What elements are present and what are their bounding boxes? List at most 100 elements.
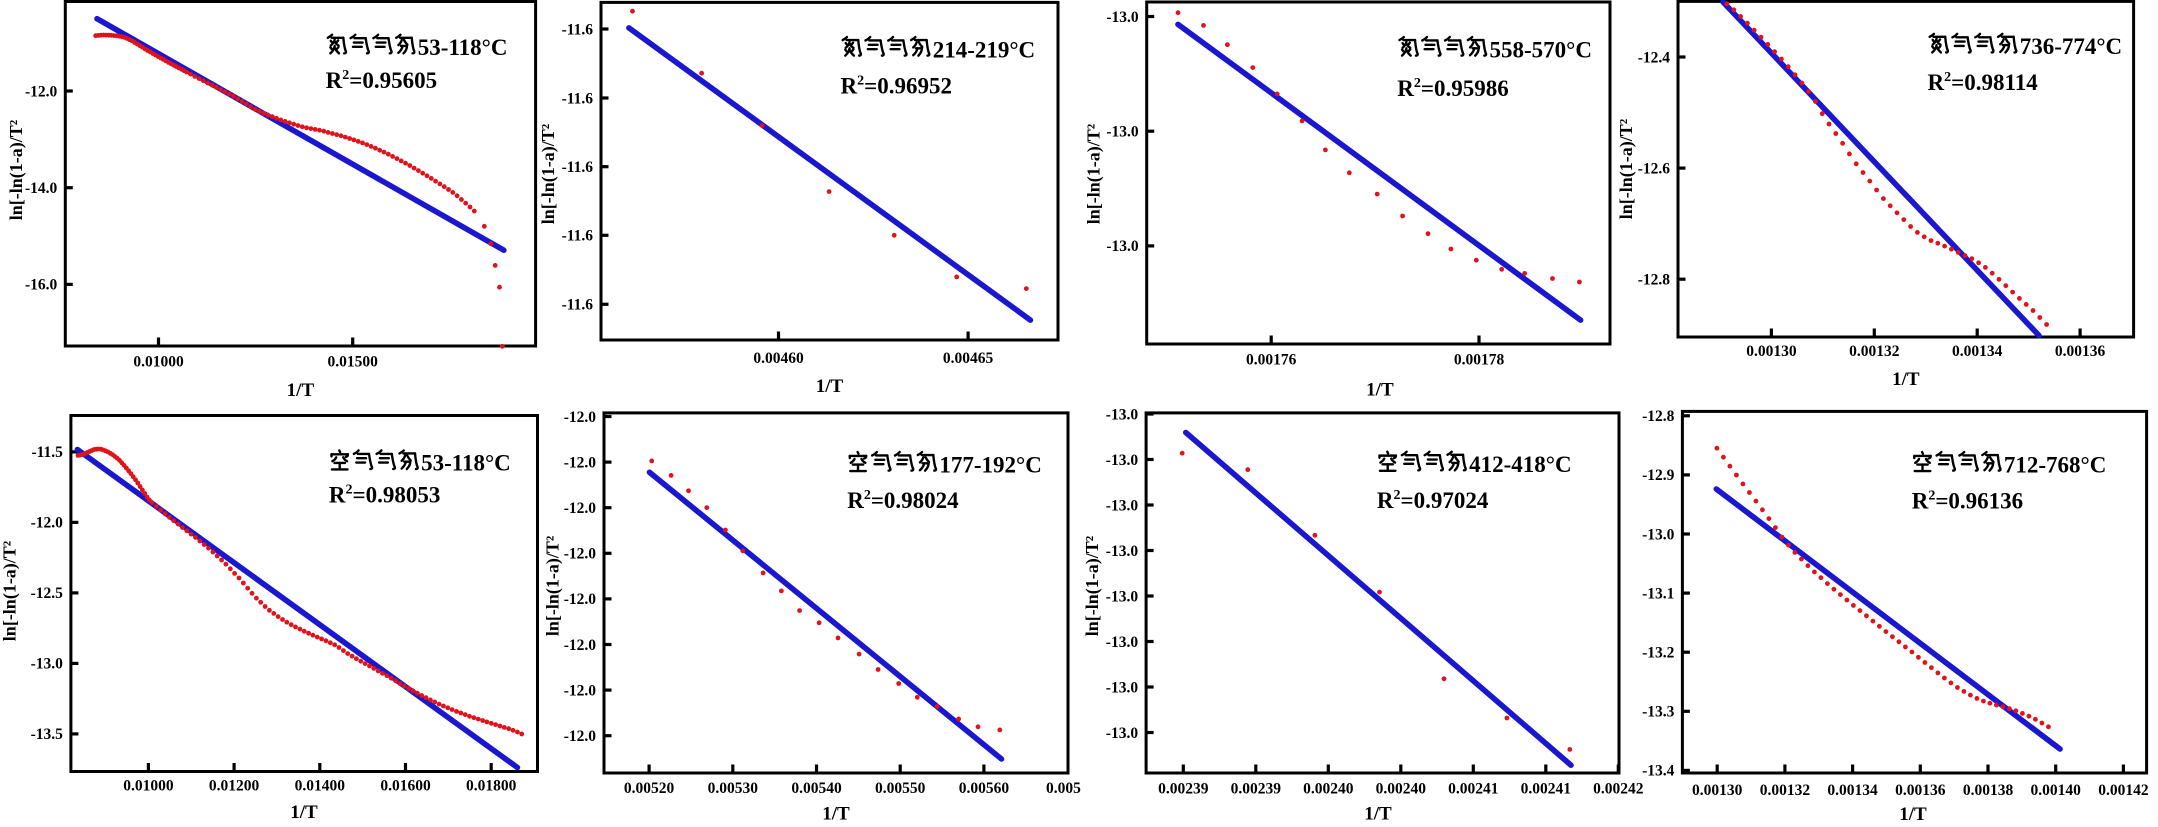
svg-text:-13.1: -13.1 [1642, 585, 1674, 602]
svg-text:0.00130: 0.00130 [1692, 782, 1743, 799]
svg-text:-12.0: -12.0 [564, 591, 597, 608]
svg-text:0.00240: 0.00240 [1303, 780, 1354, 797]
svg-text:1/T: 1/T [822, 804, 850, 825]
svg-text:-13.0: -13.0 [1106, 588, 1139, 605]
svg-text:0.00242: 0.00242 [1593, 780, 1644, 797]
svg-text:-12.8: -12.8 [1638, 272, 1671, 289]
svg-text:0.01600: 0.01600 [380, 777, 431, 794]
svg-text:712-768°C: 712-768°C [2004, 452, 2106, 477]
svg-text:ln[-ln(1-a)/T²: ln[-ln(1-a)/T² [543, 536, 564, 636]
svg-text:-13.0: -13.0 [1106, 497, 1139, 514]
svg-text:-13.0: -13.0 [1106, 9, 1139, 26]
svg-text:0.00134: 0.00134 [1827, 782, 1878, 799]
svg-text:-12.0: -12.0 [564, 454, 597, 471]
svg-text:1/T: 1/T [1899, 804, 1927, 825]
svg-text:214-219°C: 214-219°C [933, 37, 1035, 62]
svg-text:-13.0: -13.0 [1106, 725, 1139, 742]
svg-text:1/T: 1/T [816, 376, 844, 397]
svg-text:-11.6: -11.6 [562, 228, 594, 245]
svg-text:-13.0: -13.0 [1106, 543, 1139, 560]
svg-text:R2=0.96136: R2=0.96136 [1912, 488, 2023, 513]
svg-text:0.00239: 0.00239 [1231, 780, 1282, 797]
svg-text:1/T: 1/T [290, 802, 318, 823]
svg-text:0.01800: 0.01800 [466, 777, 517, 794]
svg-text:-16.0: -16.0 [25, 277, 58, 294]
svg-text:177-192°C: 177-192°C [939, 452, 1041, 477]
svg-text:1/T: 1/T [1364, 804, 1392, 825]
svg-text:-12.8: -12.8 [1642, 408, 1675, 425]
svg-text:-14.0: -14.0 [25, 180, 58, 197]
svg-text:R2=0.98053: R2=0.98053 [329, 483, 440, 508]
svg-text:-11.5: -11.5 [31, 444, 63, 461]
svg-text:-13.4: -13.4 [1642, 763, 1675, 780]
svg-text:558-570°C: 558-570°C [1490, 37, 1592, 62]
svg-text:0.00520: 0.00520 [624, 780, 675, 797]
svg-text:-13.0: -13.0 [1106, 124, 1139, 141]
svg-text:-13.0: -13.0 [1106, 238, 1139, 255]
svg-text:ln[-ln(1-a)/T²: ln[-ln(1-a)/T² [1616, 119, 1637, 219]
svg-text:-13.0: -13.0 [31, 656, 64, 673]
svg-text:0.00241: 0.00241 [1448, 780, 1498, 797]
svg-text:-12.5: -12.5 [31, 585, 64, 602]
svg-text:ln[-ln(1-a)/T²: ln[-ln(1-a)/T² [0, 541, 20, 641]
svg-text:-13.0: -13.0 [1642, 526, 1675, 543]
svg-text:-12.9: -12.9 [1642, 467, 1675, 484]
svg-text:R2=0.96952: R2=0.96952 [841, 74, 952, 99]
svg-text:-12.0: -12.0 [564, 409, 597, 426]
svg-text:0.00134: 0.00134 [1952, 343, 2003, 360]
svg-text:-11.6: -11.6 [562, 90, 594, 107]
svg-text:0.00240: 0.00240 [1376, 780, 1427, 797]
svg-text:0.00550: 0.00550 [875, 780, 926, 797]
svg-text:0.00140: 0.00140 [2031, 782, 2082, 799]
svg-text:-11.6: -11.6 [562, 21, 594, 38]
svg-text:0.00530: 0.00530 [708, 780, 759, 797]
svg-text:-11.6: -11.6 [562, 297, 594, 314]
svg-text:736-774°C: 736-774°C [2020, 34, 2122, 59]
svg-text:ln[-ln(1-a)/T²: ln[-ln(1-a)/T² [1082, 536, 1103, 636]
svg-text:0.00130: 0.00130 [1746, 343, 1797, 360]
svg-text:R2=0.97024: R2=0.97024 [1377, 488, 1489, 513]
svg-text:-12.0: -12.0 [564, 546, 597, 563]
svg-text:0.00136: 0.00136 [1895, 782, 1946, 799]
svg-text:53-118°C: 53-118°C [418, 35, 508, 60]
svg-text:0.00241: 0.00241 [1521, 780, 1571, 797]
svg-text:0.00132: 0.00132 [1849, 343, 1900, 360]
svg-text:0.005: 0.005 [1046, 780, 1081, 797]
svg-text:-13.2: -13.2 [1642, 645, 1675, 662]
svg-text:R2=0.95986: R2=0.95986 [1397, 76, 1508, 101]
svg-text:0.00142: 0.00142 [2098, 782, 2149, 799]
svg-text:-13.3: -13.3 [1642, 704, 1675, 721]
svg-text:-13.0: -13.0 [1106, 634, 1139, 651]
svg-text:1/T: 1/T [287, 380, 315, 401]
svg-text:-12.0: -12.0 [564, 500, 597, 517]
svg-text:-13.0: -13.0 [1106, 406, 1139, 423]
svg-text:0.01200: 0.01200 [209, 777, 260, 794]
svg-text:-12.0: -12.0 [31, 515, 64, 532]
svg-text:0.01500: 0.01500 [328, 353, 379, 370]
svg-text:R2=0.98114: R2=0.98114 [1928, 70, 2039, 95]
svg-text:-12.0: -12.0 [564, 682, 597, 699]
svg-text:0.00540: 0.00540 [791, 780, 842, 797]
svg-text:-12.0: -12.0 [564, 637, 597, 654]
svg-text:412-418°C: 412-418°C [1469, 452, 1571, 477]
svg-text:-13.0: -13.0 [1106, 452, 1139, 469]
svg-text:-12.0: -12.0 [564, 728, 597, 745]
svg-text:0.01000: 0.01000 [133, 353, 184, 370]
svg-text:0.00560: 0.00560 [959, 780, 1010, 797]
svg-text:0.00239: 0.00239 [1158, 780, 1209, 797]
svg-text:0.00176: 0.00176 [1246, 351, 1297, 368]
svg-text:0.01000: 0.01000 [123, 777, 174, 794]
svg-text:R2=0.95605: R2=0.95605 [326, 68, 437, 93]
svg-text:ln[-ln(1-a)/T²: ln[-ln(1-a)/T² [6, 120, 27, 220]
svg-text:0.00178: 0.00178 [1454, 351, 1505, 368]
svg-text:0.00465: 0.00465 [943, 350, 994, 367]
svg-text:53-118°C: 53-118°C [421, 451, 511, 476]
svg-text:-11.6: -11.6 [562, 159, 594, 176]
svg-text:-12.6: -12.6 [1638, 160, 1671, 177]
svg-text:ln[-ln(1-a)/T²: ln[-ln(1-a)/T² [538, 124, 559, 224]
svg-text:-12.0: -12.0 [25, 83, 58, 100]
svg-text:0.00136: 0.00136 [2055, 343, 2106, 360]
svg-text:1/T: 1/T [1366, 380, 1394, 401]
svg-text:0.00460: 0.00460 [753, 350, 804, 367]
svg-text:-12.4: -12.4 [1638, 49, 1671, 66]
